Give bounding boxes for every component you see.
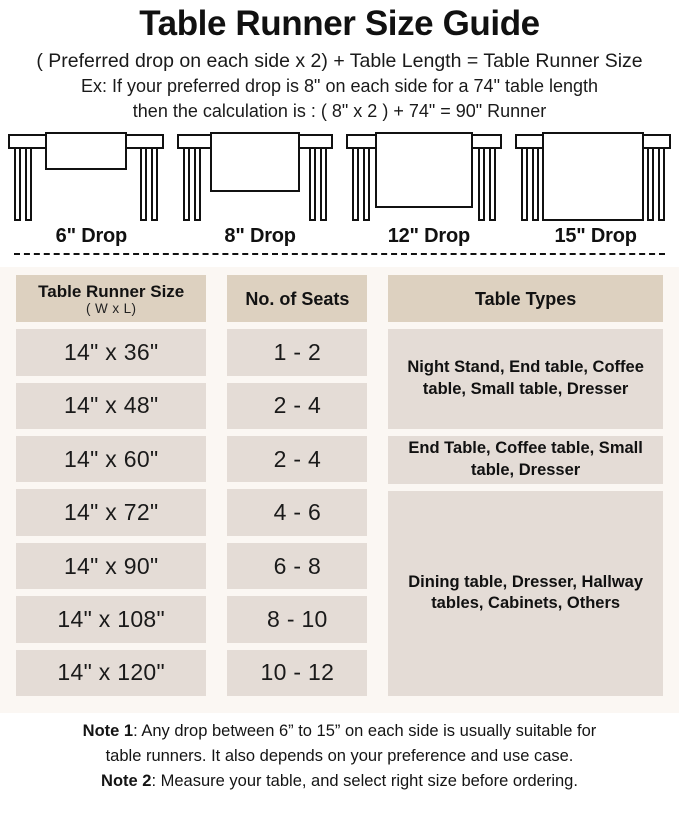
table-row: 14" x 72" bbox=[16, 489, 207, 536]
note-1-text-a: : Any drop between 6” to 15” on each sid… bbox=[133, 722, 597, 740]
table-row: End Table, Coffee table, Small table, Dr… bbox=[388, 435, 663, 484]
table-row: 14" x 120" bbox=[16, 649, 207, 696]
note-1-line-1: Note 1: Any drop between 6” to 15” on ea… bbox=[10, 719, 669, 744]
header-size-sub: ( W x L) bbox=[85, 300, 137, 316]
table-illustration-icon bbox=[177, 132, 333, 221]
section-divider bbox=[14, 253, 665, 255]
header-cell-size: Table Runner Size ( W x L) bbox=[16, 275, 207, 323]
note-2-line: Note 2: Measure your table, and select r… bbox=[10, 769, 669, 794]
drop-label-12in: 12" Drop bbox=[387, 225, 471, 247]
table-figure-row bbox=[0, 129, 679, 224]
table-illustration-icon bbox=[346, 132, 502, 221]
header-cell-types: Table Types bbox=[388, 275, 663, 323]
drop-label-8in: 8" Drop bbox=[224, 225, 296, 247]
drop-labels-row: 6" Drop 8" Drop 12" Drop 15" Drop bbox=[0, 225, 679, 248]
table-row: 8 - 10 bbox=[227, 596, 368, 643]
header-types-label: Table Types bbox=[474, 288, 577, 309]
drop-label-6in: 6" Drop bbox=[55, 225, 128, 247]
table-row: 14" x 108" bbox=[16, 596, 207, 643]
table-row: 2 - 4 bbox=[227, 382, 368, 430]
note-1-line-2: table runners. It also depends on your p… bbox=[105, 747, 574, 765]
table-row: 14" x 90" bbox=[16, 542, 207, 590]
table-illustration-icon bbox=[515, 132, 671, 221]
table-illustration-icon bbox=[8, 132, 164, 221]
formula-line: ( Preferred drop on each side x 2) + Tab… bbox=[36, 50, 643, 72]
column-table-types: Table Types Night Stand, End table, Coff… bbox=[388, 275, 663, 703]
table-row: 1 - 2 bbox=[227, 329, 368, 376]
table-figure-8in bbox=[175, 129, 335, 224]
table-row: Dining table, Dresser, Hallway tables, C… bbox=[388, 490, 663, 696]
table-row: 2 - 4 bbox=[227, 436, 368, 483]
column-table-runner-size: Table Runner Size ( W x L) 14" x 36" 14"… bbox=[16, 275, 207, 703]
size-guide-table: Table Runner Size ( W x L) 14" x 36" 14"… bbox=[0, 267, 679, 713]
column-no-of-seats: No. of Seats 1 - 2 2 - 4 2 - 4 4 - 6 6 -… bbox=[227, 275, 368, 703]
drop-label-15in: 15" Drop bbox=[554, 225, 637, 247]
table-row: Night Stand, End table, Coffee table, Sm… bbox=[388, 329, 663, 429]
table-row: 10 - 12 bbox=[227, 649, 368, 696]
example-line-2: then the calculation is : ( 8" x 2 ) + 7… bbox=[132, 101, 547, 121]
header-seats-label: No. of Seats bbox=[245, 288, 350, 309]
table-row: 14" x 48" bbox=[16, 382, 207, 430]
notes-section: Note 1: Any drop between 6” to 15” on ea… bbox=[0, 713, 679, 794]
table-figure-6in bbox=[6, 129, 166, 224]
note-2-text: : Measure your table, and select right s… bbox=[151, 772, 578, 790]
table-row: 6 - 8 bbox=[227, 542, 368, 590]
note-2-label: Note 2 bbox=[101, 772, 152, 790]
table-row: 14" x 36" bbox=[16, 329, 207, 376]
page-header: Table Runner Size Guide ( Preferred drop… bbox=[0, 0, 679, 124]
example-line-1: Ex: If your preferred drop is 8" on each… bbox=[80, 76, 599, 96]
table-figure-15in bbox=[513, 129, 673, 224]
note-1-label: Note 1 bbox=[82, 722, 134, 740]
table-row: 4 - 6 bbox=[227, 489, 368, 536]
header-cell-seats: No. of Seats bbox=[227, 275, 368, 323]
drop-diagram-strip: 6" Drop 8" Drop 12" Drop 15" Drop bbox=[0, 129, 679, 262]
header-size-main: Table Runner Size bbox=[38, 281, 185, 301]
table-row: 14" x 60" bbox=[16, 436, 207, 483]
table-figure-12in bbox=[344, 129, 504, 224]
page-title: Table Runner Size Guide bbox=[139, 4, 540, 43]
